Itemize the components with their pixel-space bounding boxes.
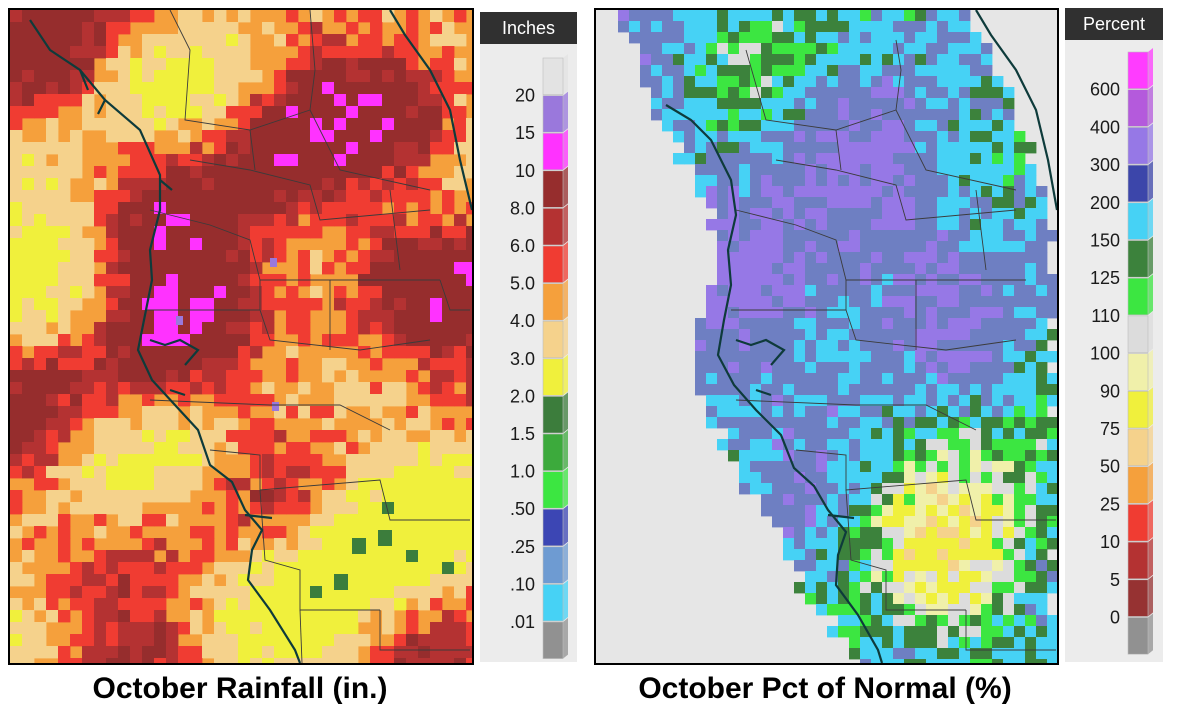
rainfall-legend-swatch: [542, 91, 568, 133]
rainfall-legend-label: 15: [515, 123, 535, 143]
pct-normal-legend-label: 150: [1090, 231, 1120, 251]
county-boundaries: [145, 10, 470, 663]
rainfall-legend: Inches 20 15 10 8.0 6.0 5.0 4.0 3.0 2.0 1.5 1.0 .50…: [480, 12, 577, 662]
rainfall-legend-label: 1.5: [510, 424, 535, 444]
pct-normal-legend-swatch: [1127, 161, 1153, 203]
rainfall-legend-label: 20: [515, 86, 535, 106]
rainfall-legend-label: 6.0: [510, 236, 535, 256]
pct-normal-legend-swatch: [1127, 274, 1153, 316]
rainfall-legend-swatch: [542, 54, 568, 95]
rainfall-legend-swatch: [542, 467, 568, 509]
rainfall-legend-label: .50: [510, 499, 535, 519]
pct-normal-legend-swatch: [1127, 387, 1153, 429]
pct-normal-legend-swatch: [1127, 425, 1153, 467]
pct-normal-legend-swatch: [1127, 311, 1153, 353]
pct-normal-legend-title: Percent: [1065, 8, 1163, 40]
coastline: [665, 10, 1057, 663]
rainfall-map: [8, 8, 474, 665]
county-boundaries: [731, 39, 1056, 651]
rainfall-legend-swatch: [542, 204, 568, 246]
rainfall-legend-label: 10: [515, 161, 535, 181]
pct-normal-legend-label: 5: [1110, 570, 1120, 590]
pct-normal-caption: October Pct of Normal (%): [638, 672, 1012, 705]
coastline: [29, 10, 472, 663]
pct-normal-legend-label: 25: [1100, 494, 1120, 514]
rainfall-legend-swatch: [542, 317, 568, 359]
rainfall-legend-label: 5.0: [510, 274, 535, 294]
pct-normal-legend: Percent 600 400 300 200 150 125 110 100 90 75 50 25…: [1065, 8, 1163, 662]
rainfall-legend-swatch: [542, 242, 568, 283]
pct-normal-legend-swatch: [1127, 236, 1153, 278]
pct-normal-legend-label: 110: [1091, 306, 1120, 326]
rainfall-legend-label: .25: [510, 537, 535, 557]
pct-normal-legend-label: 200: [1090, 193, 1120, 213]
pct-normal-legend-label: 75: [1100, 419, 1120, 439]
pct-normal-legend-swatch: [1127, 538, 1153, 580]
pct-normal-map-canvas: [596, 10, 1057, 663]
rainfall-legend-scale: 20 15 10 8.0 6.0 5.0 4.0 3.0 2.0 1.5 1.0 .50 .25 .10.…: [510, 54, 568, 659]
rainfall-legend-swatch: [542, 618, 568, 659]
pct-normal-legend-swatch: [1127, 462, 1153, 504]
rainfall-legend-label: 3.0: [510, 349, 535, 369]
pct-normal-legend-swatch: [1127, 575, 1153, 617]
rainfall-legend-swatch: [542, 166, 568, 208]
rainfall-legend-label: .10: [510, 574, 535, 594]
pct-normal-legend-label: 600: [1090, 80, 1120, 100]
pct-normal-legend-label: 50: [1100, 457, 1120, 477]
pct-normal-legend-label: 400: [1090, 117, 1120, 137]
pct-normal-legend-label: 300: [1090, 155, 1120, 175]
rainfall-legend-label: 8.0: [510, 198, 535, 218]
rainfall-legend-swatch: [542, 279, 568, 321]
rainfall-legend-swatch: [542, 542, 568, 584]
pct-normal-legend-label: 90: [1100, 381, 1120, 401]
pct-normal-legend-swatch: [1127, 198, 1153, 240]
rainfall-legend-swatch: [542, 392, 568, 434]
rainfall-legend-label: 2.0: [510, 386, 535, 406]
pct-normal-legend-label: 10: [1100, 532, 1120, 552]
rainfall-legend-title: Inches: [480, 12, 577, 44]
rainfall-legend-swatch: [542, 430, 568, 471]
rainfall-legend-label: 4.0: [510, 311, 535, 331]
pct-normal-legend-swatch: [1127, 613, 1153, 655]
pct-normal-legend-label: 100: [1090, 344, 1120, 364]
rainfall-legend-swatch: [542, 129, 568, 171]
rainfall-map-canvas: [10, 10, 472, 663]
pct-normal-legend-swatch: [1127, 48, 1153, 90]
rainfall-legend-swatch: [542, 505, 568, 547]
rainfall-legend-label: 1.0: [510, 462, 535, 482]
pct-normal-legend-swatch: [1127, 85, 1153, 127]
pct-normal-legend-label: 0: [1110, 608, 1120, 628]
pct-normal-legend-swatch: [1127, 349, 1153, 391]
pct-normal-legend-swatch: [1127, 123, 1153, 165]
rainfall-legend-label: .01: [510, 612, 535, 632]
pct-normal-map: [594, 8, 1059, 665]
pct-normal-grid-cells: [618, 10, 1057, 663]
rainfall-legend-swatch: [542, 580, 568, 622]
pct-normal-legend-label: 125: [1090, 268, 1120, 288]
pct-normal-legend-swatch: [1127, 500, 1153, 542]
rainfall-legend-swatch: [542, 354, 568, 396]
rainfall-caption: October Rainfall (in.): [92, 672, 388, 705]
